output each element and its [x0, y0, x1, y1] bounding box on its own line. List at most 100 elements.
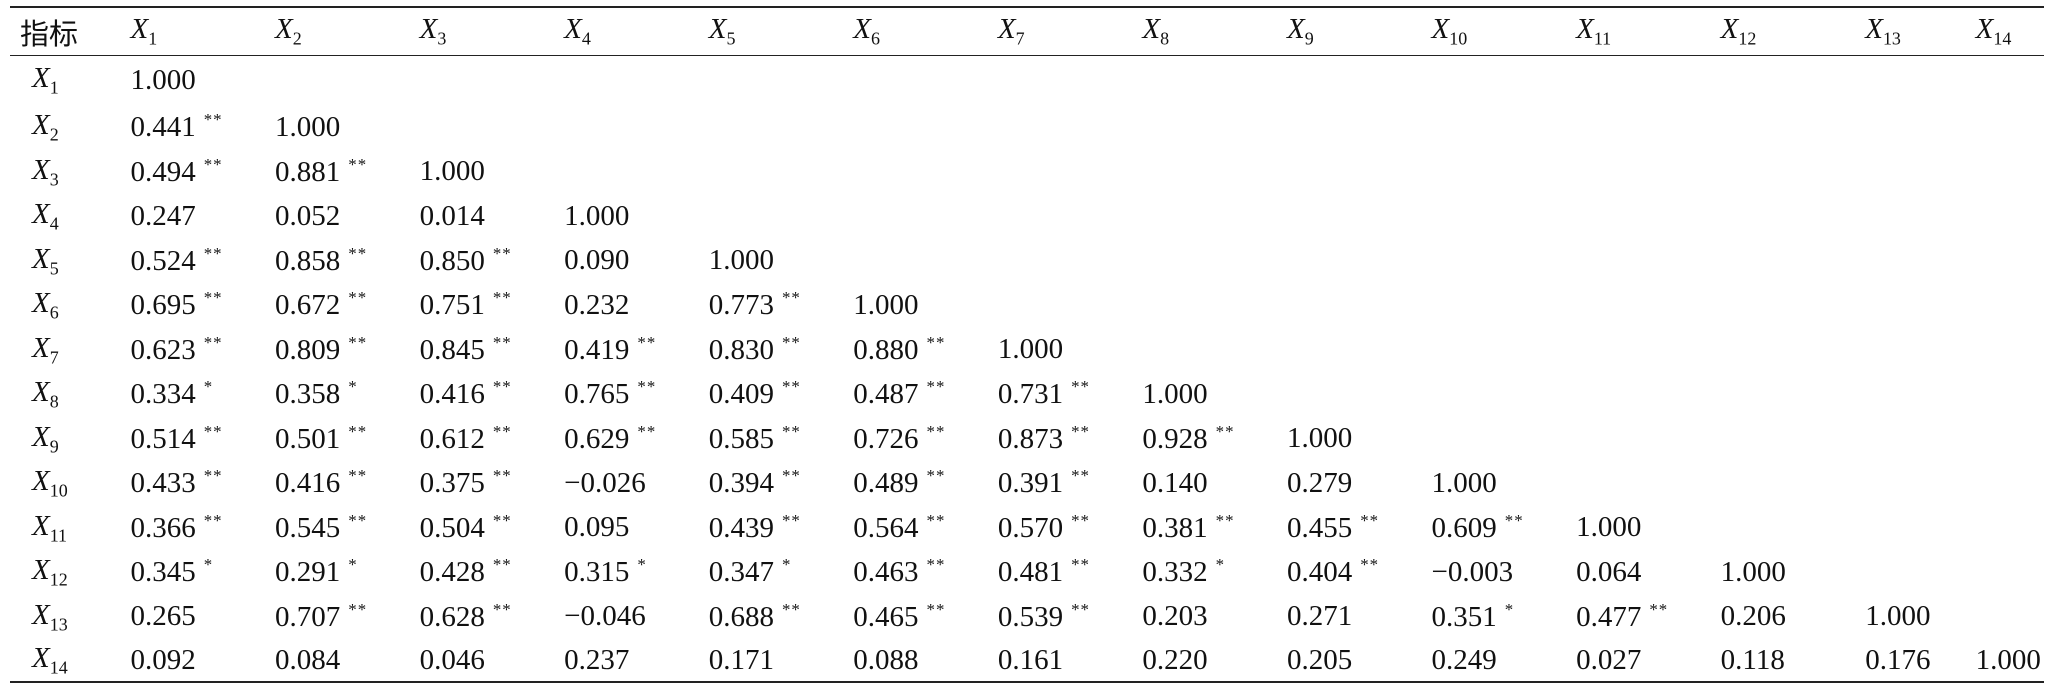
correlation-cell: 0.366 ** — [130, 506, 275, 551]
correlation-cell: 0.249 — [1432, 639, 1577, 682]
correlation-cell — [1865, 506, 1975, 551]
correlation-cell: 0.088 — [853, 639, 998, 682]
significance-marker: ** — [1360, 555, 1380, 575]
correlation-value: 0.695 — [130, 289, 196, 322]
variable-symbol: X — [419, 13, 438, 46]
correlation-cell — [1576, 194, 1721, 239]
correlation-value: 0.487 — [853, 378, 919, 411]
variable-label: X8 — [1142, 13, 1169, 48]
correlation-cell: 1.000 — [1432, 461, 1577, 506]
correlation-cell: 0.206 — [1721, 595, 1866, 640]
correlation-value: 0.880 — [853, 333, 919, 366]
correlation-value: 0.773 — [708, 289, 774, 322]
correlation-value: 0.726 — [853, 422, 919, 455]
significance-marker: ** — [492, 243, 512, 263]
significance-marker: * — [348, 377, 358, 397]
significance-marker: ** — [926, 466, 946, 486]
variable-symbol: X — [1865, 13, 1883, 46]
correlation-value: 0.539 — [997, 600, 1064, 633]
significance-marker: ** — [492, 466, 512, 486]
correlation-value: 0.220 — [1142, 643, 1208, 676]
variable-symbol: X — [1720, 13, 1739, 46]
variable-label: X1 — [32, 62, 59, 97]
correlation-value: 1.000 — [275, 110, 341, 143]
column-header: X8 — [1142, 7, 1287, 56]
correlation-cell — [1721, 105, 1866, 150]
correlation-value: 0.206 — [1720, 600, 1786, 633]
correlation-value: 0.366 — [130, 511, 196, 544]
variable-subscript: 2 — [49, 124, 59, 145]
variable-symbol: X — [853, 13, 871, 46]
correlation-cell — [1976, 56, 2044, 106]
row-header: X6 — [10, 283, 130, 328]
variable-subscript: 10 — [1449, 28, 1468, 49]
correlation-cell — [1576, 417, 1721, 462]
correlation-cell — [564, 56, 709, 106]
table-header: 指标 X1 X2 X3 X4 X5 X6 X7 X8 X9 X10 X11 X12 X13 X14 — [10, 7, 2044, 56]
correlation-value: 0.609 — [1431, 511, 1497, 544]
correlation-value: 0.439 — [708, 511, 774, 544]
correlation-value: 0.203 — [1142, 600, 1208, 633]
significance-marker: ** — [637, 377, 657, 397]
significance-marker: ** — [781, 332, 801, 352]
correlation-cell — [1287, 194, 1432, 239]
row-header: X4 — [10, 194, 130, 239]
row-header: X1 — [10, 56, 130, 106]
variable-label: X1 — [130, 13, 157, 48]
correlation-cell — [1976, 283, 2044, 328]
significance-marker: ** — [637, 421, 657, 441]
correlation-cell: 1.000 — [1721, 550, 1866, 595]
column-header: X14 — [1975, 7, 2044, 56]
correlation-value: 0.271 — [1286, 600, 1353, 633]
variable-label: X12 — [1720, 13, 1757, 48]
significance-marker: ** — [348, 510, 368, 530]
correlation-cell: 1.000 — [1976, 639, 2044, 682]
correlation-value: 0.514 — [130, 422, 196, 455]
correlation-cell — [1976, 461, 2044, 506]
correlation-value: 1.000 — [564, 199, 630, 232]
correlation-cell: 0.845 ** — [420, 328, 565, 373]
variable-subscript: 4 — [581, 28, 591, 49]
column-header: X3 — [419, 7, 565, 56]
significance-marker: ** — [1071, 421, 1090, 441]
variable-symbol: X — [32, 420, 50, 453]
variable-subscript: 13 — [49, 613, 68, 634]
correlation-cell — [1976, 105, 2044, 150]
correlation-cell: 1.000 — [998, 328, 1143, 373]
correlation-cell — [1576, 56, 1721, 106]
variable-subscript: 12 — [49, 569, 68, 590]
significance-marker: ** — [203, 510, 223, 530]
correlation-value: 0.707 — [275, 600, 341, 633]
correlation-cell: 0.672 ** — [275, 283, 420, 328]
correlation-cell — [1865, 239, 1975, 284]
significance-marker: ** — [926, 421, 946, 441]
variable-subscript: 14 — [1993, 28, 2012, 49]
variable-subscript: 8 — [1160, 28, 1170, 49]
correlation-cell: 0.441 ** — [130, 105, 275, 150]
significance-marker: * — [203, 555, 214, 575]
significance-marker: ** — [203, 154, 223, 174]
correlation-cell — [1976, 372, 2044, 417]
variable-label: X3 — [419, 13, 447, 48]
correlation-cell — [1976, 150, 2044, 195]
correlation-cell: 0.809 ** — [275, 328, 420, 373]
correlation-value: 0.090 — [564, 244, 630, 277]
correlation-cell: 0.394 ** — [709, 461, 854, 506]
column-header: X13 — [1865, 7, 1976, 56]
variable-subscript: 5 — [726, 28, 736, 49]
correlation-cell — [1865, 56, 1975, 106]
correlation-value: 0.052 — [275, 199, 341, 232]
row-header: X3 — [10, 150, 130, 195]
variable-label: X11 — [32, 510, 67, 545]
correlation-value: 0.585 — [708, 422, 774, 455]
significance-marker: * — [637, 555, 647, 575]
correlation-value: 0.465 — [853, 600, 919, 633]
correlation-cell: 0.850 ** — [420, 239, 565, 284]
correlation-value: −0.003 — [1431, 555, 1514, 588]
significance-marker: ** — [926, 332, 946, 352]
significance-marker: ** — [348, 466, 368, 486]
variable-subscript: 13 — [1882, 28, 1901, 49]
variable-subscript: 11 — [1593, 28, 1612, 49]
correlation-value: 1.000 — [1720, 555, 1786, 588]
correlation-value: 0.416 — [419, 378, 485, 411]
